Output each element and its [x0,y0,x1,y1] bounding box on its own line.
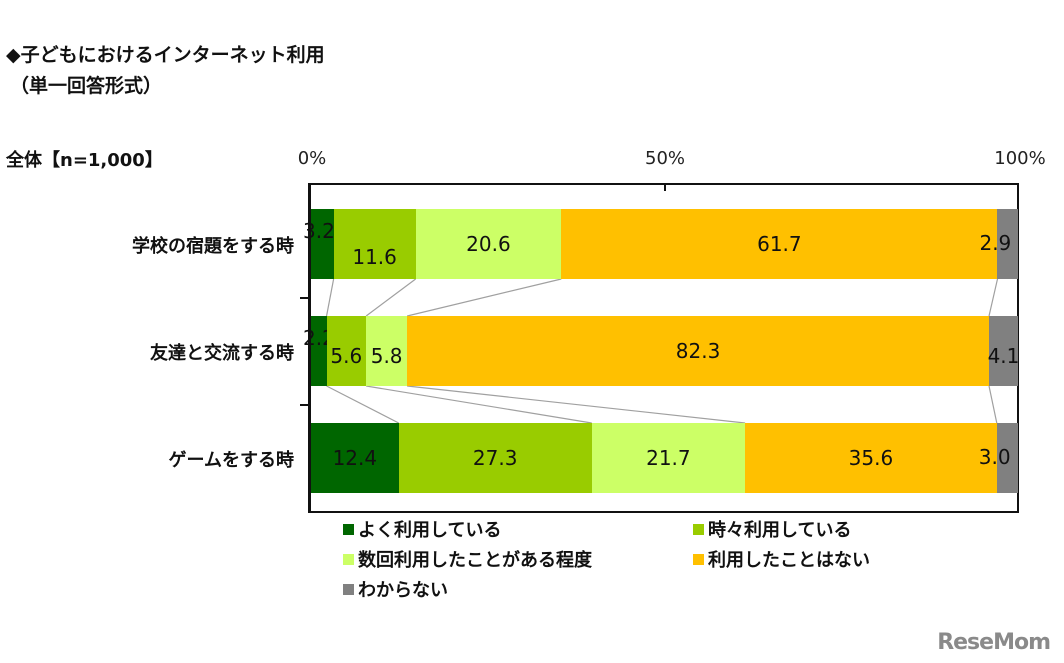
y-axis [308,183,311,513]
data-label: 35.6 [848,446,894,470]
x-tick-50: 50% [644,148,686,169]
y-tick-mark [300,404,309,406]
legend-swatch-icon [693,553,704,565]
legend-swatch-icon [693,523,704,535]
bar-segment: 11.6 [333,209,416,279]
bar-segment: 61.7 [561,209,998,279]
bar-row: 12.4 27.3 21.7 35.6 3.0 [311,423,1018,493]
bar-row: 2.2 5.6 5.8 82.3 4.1 [303,316,1020,386]
data-label: 4.1 [987,344,1020,368]
data-label: 5.6 [330,344,363,368]
bar-segment: 12.4 [311,423,399,493]
legend-label: わからない [358,580,448,601]
legend-label: 数回利用したことがある程度 [358,550,592,571]
data-label: 12.4 [332,446,378,470]
y-tick-mark [300,297,309,299]
data-label: 2.9 [979,231,1012,255]
x-tick-0: 0% [297,148,327,169]
bar-segment: 3.0 [979,423,1018,493]
x-tick-100: 100% [994,148,1046,169]
chart-subtitle: （単一回答形式） [10,75,163,97]
bar-segment: 2.9 [979,209,1018,279]
bar-segment: 2.2 [303,316,335,386]
legend-label: よく利用している [358,520,502,541]
data-label: 3.2 [303,219,335,243]
bar-segment: 3.2 [303,209,335,279]
legend-swatch-icon [343,553,354,565]
legend-label: 利用したことはない [708,550,870,571]
legend-item: わからない [343,576,448,602]
bar-segment: 27.3 [398,423,592,493]
legend-item: 利用したことはない [693,546,870,572]
bar-segment: 20.6 [415,209,562,279]
data-label: 5.8 [370,344,403,368]
resemom-logo: ReseMom [937,630,1051,655]
data-label: 11.6 [352,245,397,269]
data-label: 21.7 [646,446,691,470]
sample-size-label: 全体【n=1,000】 [6,150,163,171]
category-label: 学校の宿題をする時 [132,236,294,257]
legend-label: 時々利用している [708,520,852,541]
data-label: 3.0 [978,445,1011,469]
data-label: 61.7 [757,232,802,256]
x-tick-mark-50 [664,183,666,191]
bar-segment: 21.7 [591,423,746,493]
category-label: 友達と交流する時 [150,343,294,364]
bar-segment: 5.6 [326,316,367,386]
category-label: ゲームをする時 [168,450,294,471]
bar-segment: 82.3 [407,316,989,386]
data-label: 82.3 [675,339,721,363]
bar-segment: 4.1 [987,316,1020,386]
legend-item: 時々利用している [693,516,851,542]
legend-item: 数回利用したことがある程度 [343,546,592,572]
data-label: 20.6 [466,232,511,256]
legend-swatch-icon [343,583,354,595]
data-label: 27.3 [472,446,518,470]
legend-swatch-icon [343,523,354,535]
bar-segment: 35.6 [745,423,997,493]
chart-title: ◆子どもにおけるインターネット利用 [6,44,325,66]
legend-item: よく利用している [343,516,501,542]
bar-segment: 5.8 [366,316,408,386]
bar-row: 3.2 11.6 20.6 61.7 2.9 [303,209,1018,279]
